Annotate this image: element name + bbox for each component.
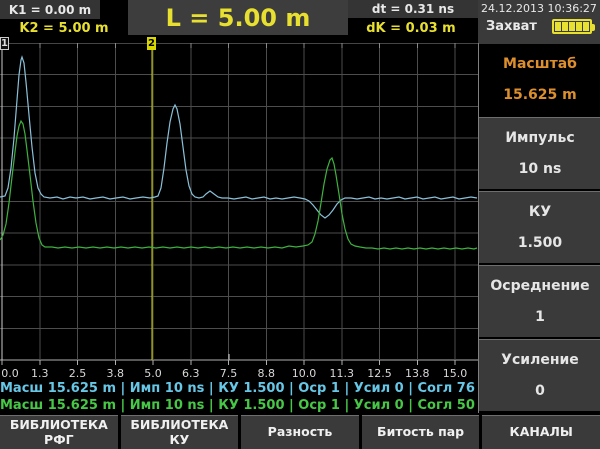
reflectogram-plot xyxy=(0,43,478,365)
ku-label: КУ xyxy=(528,204,552,220)
x-tick-label: 11.3 xyxy=(329,367,355,380)
x-axis-tick-labels: 0.0 1.3 2.5 3.8 5.0 6.3 7.5 8.8 10.0 11.3 12.5 13.8… xyxy=(0,367,478,380)
sidebar-button-ku[interactable]: КУ 1.500 xyxy=(479,191,600,263)
x-tick-label: 5.0 xyxy=(144,367,162,380)
cursor1-flag[interactable]: 1 xyxy=(0,37,9,50)
x-tick-label: 7.5 xyxy=(219,367,238,380)
pulse-label: Импульс xyxy=(505,130,575,146)
delta-distance-readout: dK = 0.03 m xyxy=(348,18,474,38)
ku-value: 1.500 xyxy=(517,235,563,251)
x-tick-label: 10.0 xyxy=(291,367,317,380)
x-tick-label: 3.8 xyxy=(106,367,125,380)
library-ku-button[interactable]: БИБЛИОТЕКА КУ xyxy=(120,415,239,449)
gain-value: 0 xyxy=(535,383,545,399)
cursor2-readout: K2 = 5.00 m xyxy=(0,19,128,38)
pair-split-button[interactable]: Битость пар xyxy=(361,415,480,449)
cursor1-readout: K1 = 0.00 m xyxy=(0,0,100,19)
x-tick-label: 15.0 xyxy=(442,367,468,380)
x-tick-label: 12.5 xyxy=(367,367,392,380)
cursor1-readout-text: K1 = 0.00 m xyxy=(8,2,92,17)
sidebar-button-gain[interactable]: Усиление 0 xyxy=(479,339,600,411)
library-rfg-button[interactable]: БИБЛИОТЕКА РФГ xyxy=(0,415,118,449)
x-tick-label: 13.8 xyxy=(405,367,430,380)
delta-distance-readout-text: dK = 0.03 m xyxy=(366,20,456,36)
cursor2-flag[interactable]: 2 xyxy=(147,37,156,50)
scale-label: Масштаб xyxy=(503,56,577,72)
sidebar-button-averaging[interactable]: Осреднение 1 xyxy=(479,265,600,337)
channel-1-reflectogram xyxy=(0,55,478,219)
battery-icon xyxy=(552,19,595,34)
cursor2-readout-text: K2 = 5.00 m xyxy=(19,21,109,36)
datetime-display: 24.12.2013 10:36:27 xyxy=(481,2,597,15)
x-tick-label: 6.3 xyxy=(182,367,200,380)
scale-value: 15.625 m xyxy=(503,87,577,103)
pulse-value: 10 ns xyxy=(518,161,562,177)
x-tick-label: 0.0 xyxy=(1,367,19,380)
averaging-value: 1 xyxy=(535,309,545,325)
length-readout: L = 5.00 m xyxy=(128,0,348,35)
reflectogram-chart xyxy=(0,43,478,368)
sidebar-header: 24.12.2013 10:36:27 Захват xyxy=(478,0,600,43)
sidebar-menu: Масштаб 15.625 m Импульс 10 ns КУ 1.500 … xyxy=(478,43,600,413)
sidebar-button-scale[interactable]: Масштаб 15.625 m xyxy=(479,43,600,115)
averaging-label: Осреднение xyxy=(490,278,590,294)
x-tick-label: 1.3 xyxy=(31,367,49,380)
x-tick-label: 2.5 xyxy=(68,367,87,380)
length-readout-text: L = 5.00 m xyxy=(165,3,311,32)
difference-button[interactable]: Разность xyxy=(241,415,359,449)
x-tick-label: 8.8 xyxy=(257,367,276,380)
channels-button[interactable]: КАНАЛЫ xyxy=(482,415,600,449)
sidebar-button-pulse[interactable]: Импульс 10 ns xyxy=(479,117,600,189)
gain-label: Усиление xyxy=(501,352,579,368)
channel-2-reflectogram xyxy=(0,119,478,250)
delta-time-readout: dt = 0.31 ns xyxy=(348,0,478,18)
bottom-menu-bar: БИБЛИОТЕКА РФГ БИБЛИОТЕКА КУ Разность Би… xyxy=(0,415,600,449)
channel1-status-line: Масш 15.625 m | Имп 10 ns | КУ 1.500 | О… xyxy=(0,381,584,396)
channel2-status-line: Масш 15.625 m | Имп 10 ns | КУ 1.500 | О… xyxy=(0,398,599,413)
capture-mode-label: Захват xyxy=(486,19,537,34)
delta-time-readout-text: dt = 0.31 ns xyxy=(371,2,455,16)
